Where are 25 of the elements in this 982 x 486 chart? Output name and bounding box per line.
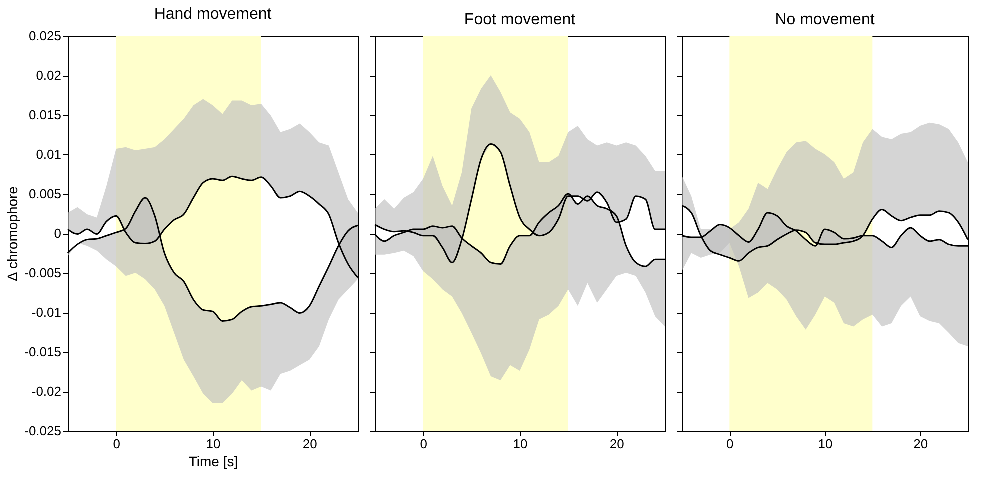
x-tick-label: 0 — [726, 436, 734, 452]
y-axis-title: Δ chromophore — [4, 186, 21, 282]
y-tick-label: 0.02 — [36, 68, 62, 83]
y-tick-label: -0.01 — [32, 305, 62, 320]
y-tick-label: 0.025 — [28, 28, 62, 44]
chart-title: Foot movement — [464, 12, 576, 28]
x-tick-label: 0 — [420, 436, 428, 452]
x-tick-label: 10 — [206, 436, 221, 452]
y-tick-label: 0.005 — [28, 186, 62, 202]
x-tick-label: 20 — [914, 436, 928, 452]
x-tick-label: 10 — [513, 436, 528, 452]
y-tick-label: -0.02 — [32, 384, 62, 399]
y-tick-label: 0.01 — [36, 147, 62, 162]
x-tick-label: 20 — [610, 436, 624, 452]
chart-title: No movement — [775, 12, 876, 28]
y-tick-label: -0.025 — [24, 424, 62, 438]
chart-title: Hand movement — [154, 6, 272, 23]
y-tick-label: -0.015 — [24, 344, 62, 360]
y-tick-label: -0.005 — [24, 266, 62, 280]
x-axis-title: Time [s] — [188, 454, 238, 470]
y-tick-label: 0 — [54, 226, 62, 241]
x-tick-label: 0 — [113, 436, 120, 452]
x-tick-label: 20 — [302, 436, 318, 452]
x-tick-label: 10 — [818, 436, 833, 452]
y-tick-label: 0.015 — [28, 108, 62, 122]
